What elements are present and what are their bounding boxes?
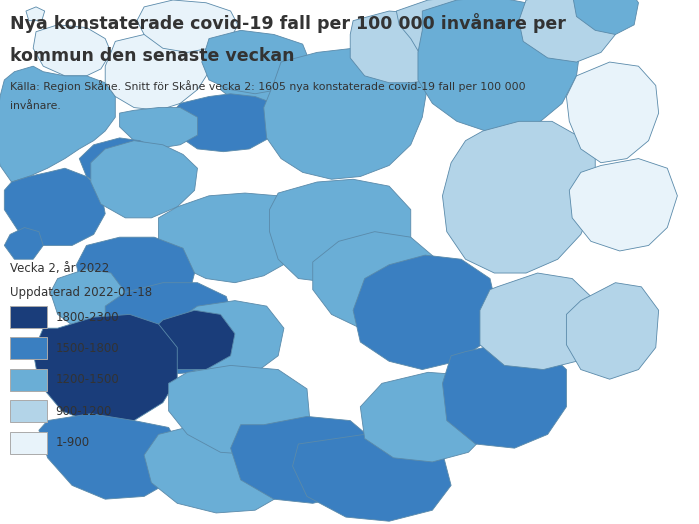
Polygon shape	[168, 94, 281, 151]
Polygon shape	[270, 179, 411, 282]
Polygon shape	[106, 32, 209, 111]
Polygon shape	[312, 232, 440, 328]
Polygon shape	[144, 425, 288, 513]
Polygon shape	[0, 66, 115, 182]
Polygon shape	[79, 138, 166, 190]
Polygon shape	[293, 434, 451, 521]
Polygon shape	[350, 11, 461, 83]
Polygon shape	[33, 314, 178, 425]
Polygon shape	[220, 62, 293, 107]
Polygon shape	[26, 7, 45, 20]
Polygon shape	[39, 413, 183, 499]
Polygon shape	[353, 255, 497, 369]
Polygon shape	[442, 342, 566, 448]
Polygon shape	[442, 122, 596, 273]
Text: 1200-1500: 1200-1500	[55, 374, 119, 386]
Polygon shape	[91, 140, 197, 218]
Text: invånare.: invånare.	[10, 101, 62, 111]
Text: Källa: Region Skåne. Snitt för Skåne vecka 2: 1605 nya konstaterade covid-19 fal: Källa: Region Skåne. Snitt för Skåne vec…	[10, 80, 526, 92]
Polygon shape	[151, 310, 235, 369]
Polygon shape	[4, 227, 43, 259]
Text: 1-900: 1-900	[55, 436, 89, 449]
Polygon shape	[396, 0, 526, 76]
Polygon shape	[137, 0, 238, 52]
Polygon shape	[76, 237, 194, 324]
Polygon shape	[572, 0, 638, 35]
Text: Uppdaterad 2022-01-18: Uppdaterad 2022-01-18	[10, 286, 152, 299]
Polygon shape	[168, 365, 310, 455]
Polygon shape	[33, 25, 111, 76]
Polygon shape	[106, 282, 235, 375]
Text: Vecka 2, år 2022: Vecka 2, år 2022	[10, 262, 110, 275]
Polygon shape	[264, 48, 428, 179]
Polygon shape	[566, 282, 658, 379]
Polygon shape	[566, 62, 658, 163]
Polygon shape	[159, 193, 303, 282]
Polygon shape	[178, 301, 284, 379]
Text: kommun den senaste veckan: kommun den senaste veckan	[10, 47, 295, 65]
Text: 900-1200: 900-1200	[55, 405, 112, 418]
Polygon shape	[519, 0, 615, 62]
Polygon shape	[231, 417, 375, 504]
Text: Nya konstaterade covid-19 fall per 100 000 invånare per: Nya konstaterade covid-19 fall per 100 0…	[10, 13, 566, 33]
Polygon shape	[120, 107, 197, 149]
Polygon shape	[360, 373, 490, 462]
Text: 1500-1800: 1500-1800	[55, 342, 119, 355]
Polygon shape	[50, 269, 125, 328]
Polygon shape	[4, 168, 106, 245]
Polygon shape	[202, 30, 310, 94]
Text: 1800-2300: 1800-2300	[55, 311, 119, 323]
Polygon shape	[569, 159, 677, 251]
Polygon shape	[480, 273, 596, 369]
Polygon shape	[418, 0, 581, 131]
